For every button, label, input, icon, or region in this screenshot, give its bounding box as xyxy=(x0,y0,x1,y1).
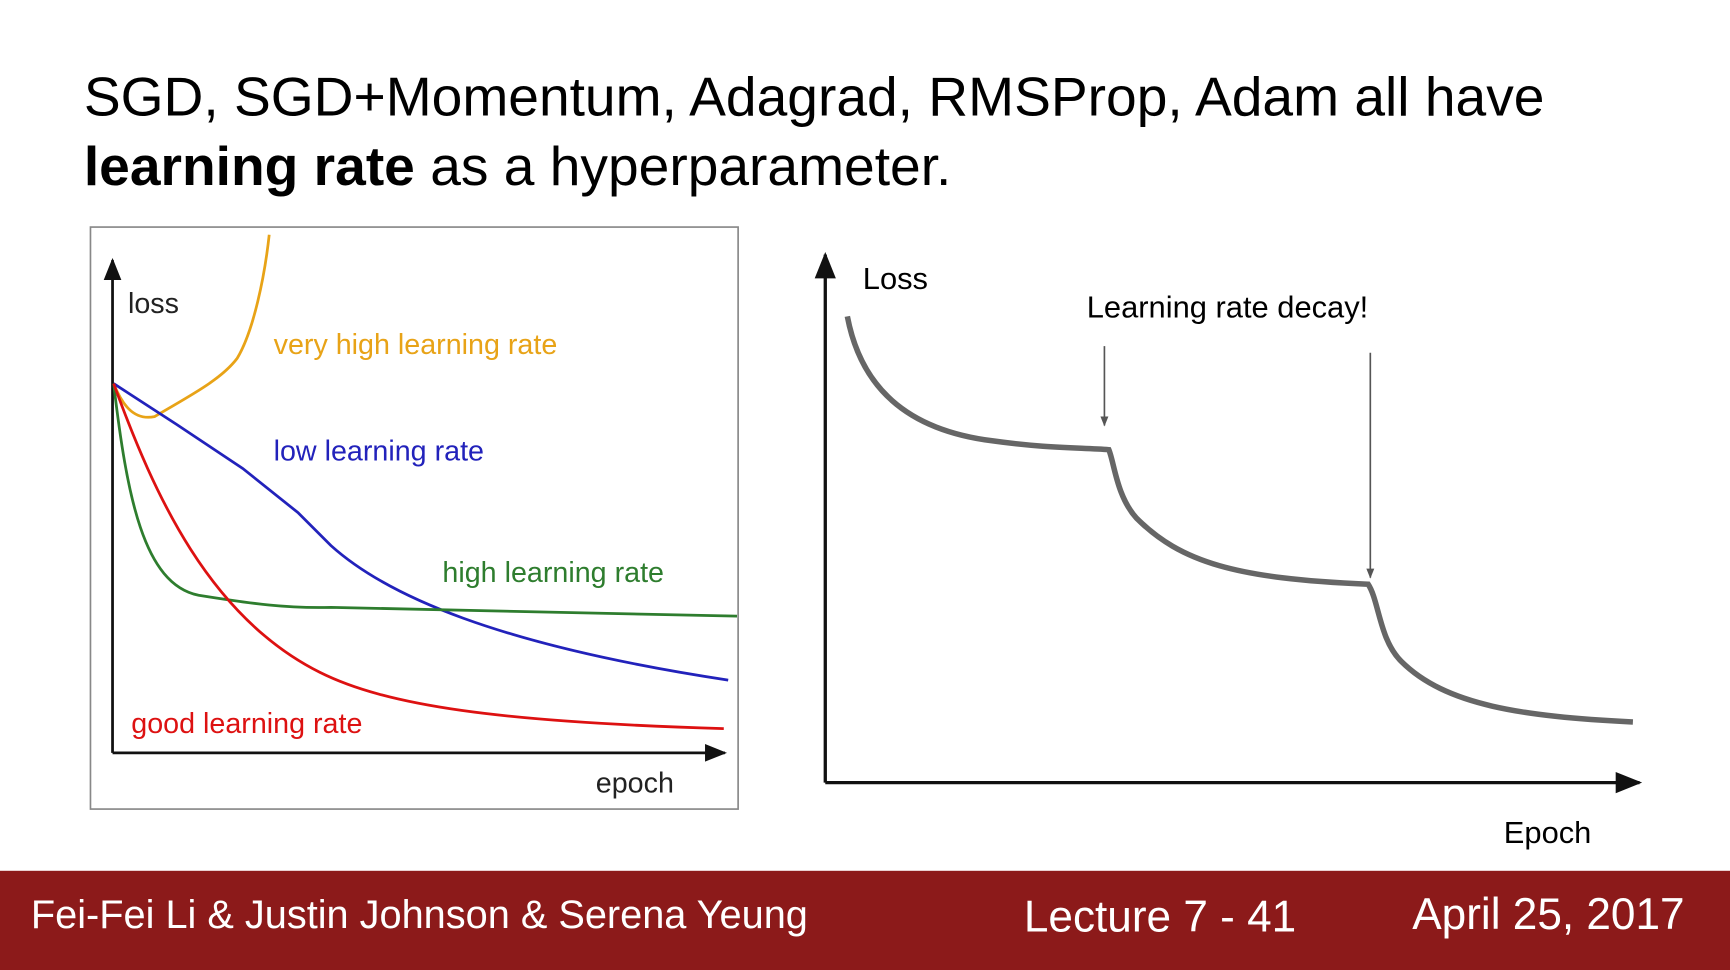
title-line: SGD, SGD+Momentum, Adagrad, RMSProp, Ada… xyxy=(84,66,1545,128)
curve-label: high learning rate xyxy=(442,557,664,589)
right-diagram: Loss Learning rate decay! Epoch xyxy=(814,251,1643,850)
footer-date: April 25, 2017 xyxy=(1412,890,1684,939)
loss-curve xyxy=(844,315,1634,725)
curve-label: very high learning rate xyxy=(274,329,558,361)
curve xyxy=(112,383,738,618)
title-line: learning rate as a hyperparameter. xyxy=(84,135,952,197)
curve xyxy=(112,383,724,730)
left-diagram: loss epoch very high learning rate low l… xyxy=(89,226,739,810)
curve-label: low learning rate xyxy=(274,436,484,468)
curve xyxy=(112,382,729,682)
footer-lecture: Lecture 7 - 41 xyxy=(1024,892,1296,941)
y-label: Loss xyxy=(863,261,928,296)
footer-bar xyxy=(0,870,1730,970)
title-bold: learning rate xyxy=(84,135,415,197)
curve-label: good learning rate xyxy=(131,708,362,740)
title-rest: as a hyperparameter. xyxy=(430,135,951,197)
footer: Fei-Fei Li & Justin Johnson & Serena Yeu… xyxy=(0,870,1730,970)
y-label: loss xyxy=(128,288,179,320)
x-label: Epoch xyxy=(1504,815,1592,850)
x-label: epoch xyxy=(596,768,674,800)
footer-authors: Fei-Fei Li & Justin Johnson & Serena Yeu… xyxy=(31,893,808,937)
frame xyxy=(89,226,739,810)
annotation: Learning rate decay! xyxy=(1087,289,1368,324)
curve xyxy=(112,234,271,419)
